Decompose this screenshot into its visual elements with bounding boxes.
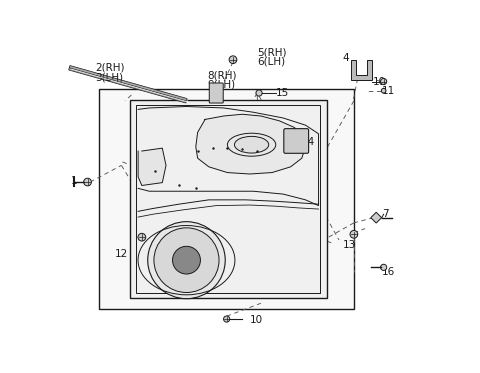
Text: 3(LH): 3(LH) <box>96 73 123 83</box>
Text: 12: 12 <box>115 250 128 260</box>
Text: 15: 15 <box>276 88 289 98</box>
Circle shape <box>256 90 262 96</box>
Text: 4: 4 <box>343 53 349 63</box>
Circle shape <box>381 264 387 270</box>
Text: 8(RH): 8(RH) <box>207 71 237 81</box>
Text: 6(LH): 6(LH) <box>257 56 285 66</box>
Text: 10: 10 <box>372 76 385 87</box>
FancyBboxPatch shape <box>209 83 223 103</box>
Text: 2(RH): 2(RH) <box>96 63 125 73</box>
Circle shape <box>229 56 237 63</box>
Circle shape <box>350 231 358 238</box>
Circle shape <box>172 246 201 274</box>
Text: 11: 11 <box>382 86 395 96</box>
Text: 9(LH): 9(LH) <box>207 79 235 90</box>
Text: 1: 1 <box>71 176 78 186</box>
Polygon shape <box>196 114 305 174</box>
FancyBboxPatch shape <box>284 129 309 153</box>
Polygon shape <box>138 148 166 185</box>
Polygon shape <box>371 212 382 223</box>
Circle shape <box>381 78 387 85</box>
Text: 10: 10 <box>250 316 263 326</box>
Polygon shape <box>351 60 372 80</box>
Text: 5(RH): 5(RH) <box>257 48 287 58</box>
Bar <box>99 89 354 309</box>
Circle shape <box>224 316 230 322</box>
Circle shape <box>154 228 219 292</box>
Text: 14: 14 <box>302 137 315 147</box>
Ellipse shape <box>234 137 269 153</box>
Circle shape <box>84 178 91 186</box>
Polygon shape <box>130 100 327 298</box>
Bar <box>69 66 187 103</box>
Text: 13: 13 <box>343 240 356 250</box>
Text: 16: 16 <box>382 267 395 277</box>
Circle shape <box>381 88 386 93</box>
Circle shape <box>148 222 225 299</box>
Text: 7: 7 <box>382 209 388 219</box>
Circle shape <box>138 233 146 241</box>
